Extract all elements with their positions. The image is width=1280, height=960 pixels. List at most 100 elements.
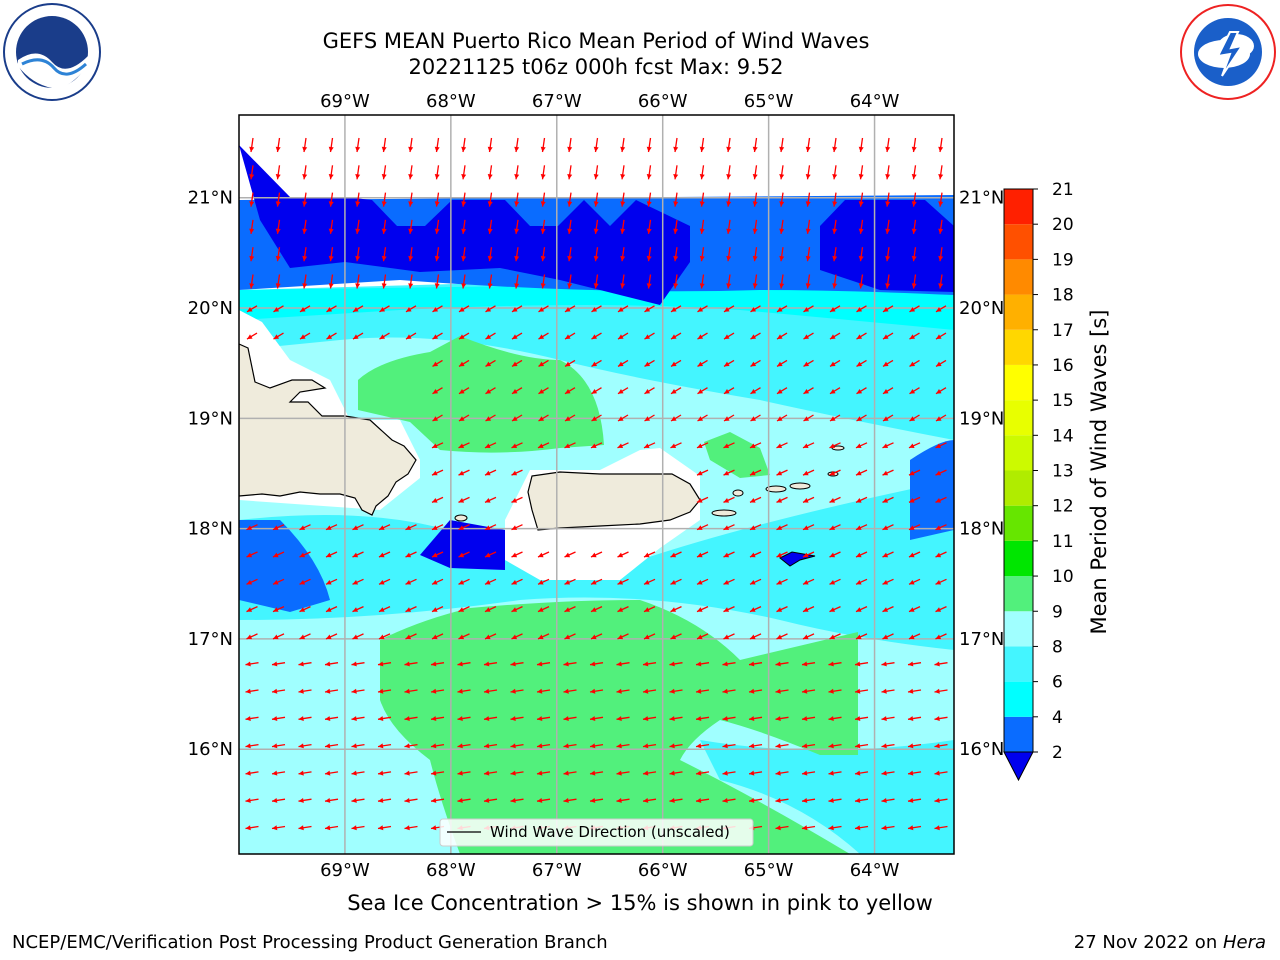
direction-arrow [723,633,735,640]
direction-arrow [326,332,337,340]
direction-arrow [882,359,894,367]
direction-arrow [299,305,311,313]
direction-arrow [911,165,917,180]
direction-arrow [699,192,705,207]
direction-arrow [381,219,387,234]
direction-arrow [351,825,365,831]
direction-arrow [457,743,471,749]
direction-arrow [749,633,762,640]
direction-arrow [487,274,493,289]
direction-arrow [854,688,869,694]
direction-arrow [328,192,334,207]
direction-arrow [405,578,417,585]
direction-arrow [907,770,922,776]
direction-arrow [404,743,418,749]
direction-arrow [854,661,869,667]
direction-arrow [249,247,255,262]
direction-arrow [298,770,312,776]
direction-arrow [272,633,285,640]
direction-arrow [723,496,735,503]
direction-arrow [854,797,869,803]
colorbar-tick-label: 6 [1052,673,1063,693]
direction-arrow [805,219,811,234]
direction-arrow [514,165,520,180]
ocean-period-2-4-east [910,440,954,540]
direction-arrow [352,578,364,585]
direction-arrow [669,688,683,694]
direction-arrow [431,496,444,503]
direction-arrow [302,165,308,180]
direction-arrow [377,716,392,722]
direction-arrow [538,387,549,395]
direction-arrow [699,165,705,180]
direction-arrow [593,274,599,289]
direction-arrow [302,274,308,289]
direction-arrow [776,524,788,531]
direction-arrow [461,192,467,207]
direction-arrow [377,770,392,776]
direction-arrow [458,633,470,640]
direction-arrow [540,247,546,262]
direction-arrow [646,137,652,153]
direction-arrow [722,770,736,776]
direction-arrow [643,551,656,558]
direction-arrow [324,797,339,803]
direction-arrow [803,305,814,313]
direction-arrow [723,387,735,395]
direction-arrow [430,797,445,803]
lat-label-left: 20°N [188,298,233,319]
direction-arrow [567,165,573,180]
direction-arrow [699,219,705,234]
direction-arrow [563,770,577,776]
direction-arrow [593,219,599,234]
direction-arrow [696,578,709,585]
direction-arrow [935,469,947,476]
direction-arrow [458,305,470,313]
direction-arrow [938,247,944,262]
direction-arrow [458,387,470,395]
colorbar-segment [1004,540,1033,577]
direction-arrow [695,743,710,749]
direction-arrow [907,661,922,667]
direction-arrow [324,770,339,776]
direction-arrow [273,305,284,313]
direction-arrow [352,633,364,640]
direction-arrow [564,359,576,367]
direction-arrow [510,797,524,803]
direction-arrow [616,716,630,722]
direction-arrow [377,743,392,749]
direction-arrow [802,633,815,640]
direction-legend: Wind Wave Direction (unscaled) [439,818,754,847]
direction-arrow [591,359,602,367]
land-st-thomas [765,485,787,493]
direction-arrow [620,247,626,262]
direction-arrow [510,743,524,749]
direction-arrow [564,414,576,422]
direction-arrow [696,633,709,640]
direction-arrow [538,414,549,422]
direction-arrow [540,137,546,153]
direction-arrow [432,305,443,313]
direction-arrow [934,661,948,667]
direction-arrow [934,688,948,694]
direction-arrow [644,387,655,395]
direction-arrow [882,633,894,640]
direction-arrow [854,716,869,722]
direction-arrow [616,797,630,803]
direction-arrow [590,606,603,613]
direction-arrow [828,797,842,803]
direction-arrow [434,247,440,262]
direction-arrow [828,825,842,831]
direction-arrow [669,770,683,776]
direction-arrow [669,743,683,749]
direction-arrow [908,578,921,585]
direction-arrow [908,606,921,613]
lon-label-bottom: 65°W [744,860,794,881]
colorbar-segment [1004,224,1033,260]
direction-arrow [620,192,626,207]
direction-arrow [696,496,709,503]
direction-arrow [432,359,443,367]
direction-arrow [461,165,467,180]
colorbar-tick-label: 19 [1052,250,1074,270]
direction-arrow [246,305,258,313]
